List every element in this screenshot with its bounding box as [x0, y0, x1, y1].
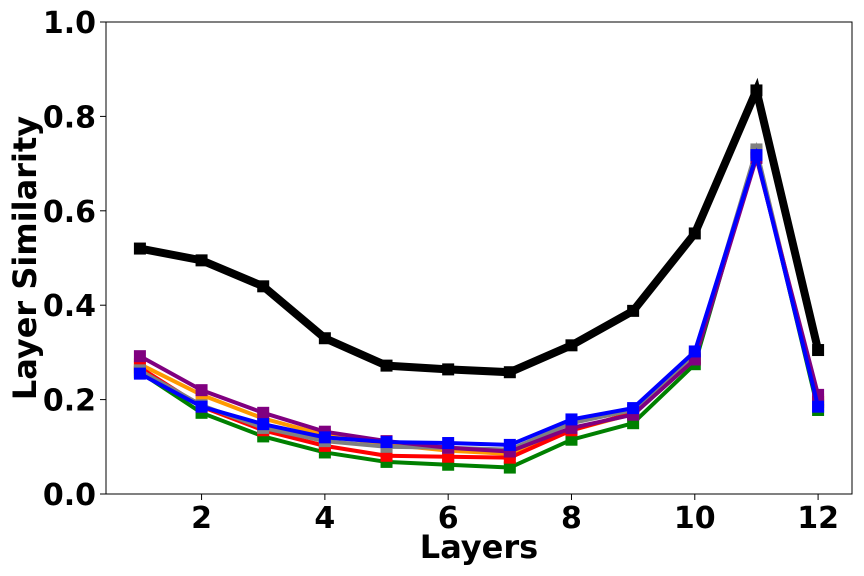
- data-point: [565, 433, 578, 446]
- x-tick-label: 12: [797, 501, 839, 536]
- data-point: [503, 461, 516, 474]
- x-tick-label: 6: [438, 501, 459, 536]
- data-point: [688, 227, 701, 240]
- data-point: [133, 242, 146, 255]
- series-layer: [133, 77, 825, 474]
- data-point: [812, 400, 825, 413]
- series-7: [133, 77, 825, 379]
- data-point: [318, 431, 331, 444]
- data-point: [750, 84, 763, 97]
- x-axis-ticks: 2 4 6 8 10 12: [191, 494, 839, 536]
- series-2: [133, 143, 825, 474]
- data-point: [380, 359, 393, 372]
- series-line: [138, 147, 821, 447]
- data-point: [503, 366, 516, 379]
- data-point: [195, 254, 208, 267]
- data-point: [688, 345, 701, 358]
- data-point: [503, 438, 516, 451]
- data-point: [627, 304, 640, 317]
- y-tick-label: 0.6: [43, 195, 96, 230]
- data-point: [503, 451, 516, 464]
- y-axis-ticks: 0.0 0.2 0.4 0.6 0.8 1.0: [43, 6, 106, 513]
- data-point: [503, 445, 516, 458]
- series-6: [133, 147, 825, 451]
- data-point: [380, 436, 393, 449]
- series-line: [139, 77, 822, 377]
- series-5: [133, 150, 825, 458]
- data-point: [133, 367, 146, 380]
- x-tick-label: 4: [314, 501, 335, 536]
- data-point: [565, 339, 578, 352]
- y-tick-label: 0.4: [43, 289, 96, 324]
- data-point: [257, 418, 270, 431]
- data-point: [812, 344, 825, 357]
- data-point: [195, 400, 208, 413]
- series-1: [133, 149, 825, 460]
- data-point: [565, 413, 578, 426]
- y-tick-label: 0.0: [43, 478, 96, 513]
- y-tick-label: 0.8: [43, 100, 96, 135]
- data-point: [318, 332, 331, 345]
- y-tick-label: 1.0: [43, 6, 96, 41]
- data-point: [442, 437, 455, 450]
- data-point: [195, 384, 208, 397]
- series-line: [139, 149, 821, 456]
- x-tick-label: 2: [191, 501, 212, 536]
- x-axis-title: Layers: [420, 528, 538, 566]
- data-point: [133, 350, 146, 363]
- x-tick-label: 8: [561, 501, 582, 536]
- x-tick-label: 10: [674, 501, 716, 536]
- data-point: [257, 406, 270, 419]
- data-point: [257, 280, 270, 293]
- data-point: [442, 363, 455, 376]
- y-axis-title: Layer Similarity: [6, 116, 44, 400]
- data-point: [627, 402, 640, 415]
- series-line: [138, 150, 821, 454]
- plot-frame: [105, 21, 853, 495]
- data-point: [750, 149, 763, 162]
- y-tick-label: 0.2: [43, 384, 96, 419]
